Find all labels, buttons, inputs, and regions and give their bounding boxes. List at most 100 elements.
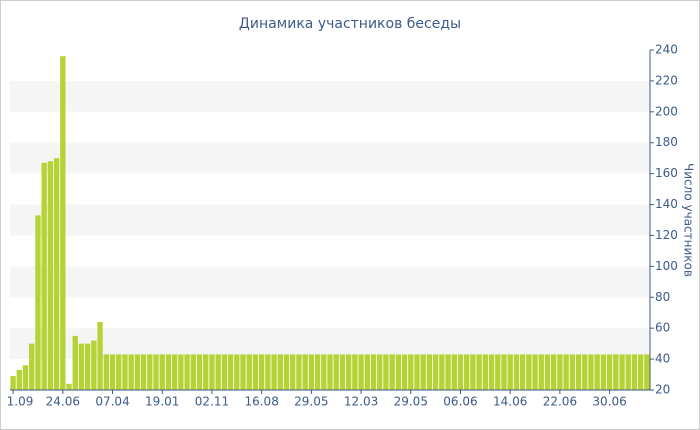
- bar: [501, 354, 507, 390]
- bar: [122, 354, 128, 390]
- bar: [47, 161, 54, 390]
- bar: [488, 354, 495, 390]
- chart-title: Динамика участников беседы: [239, 16, 461, 32]
- bar: [594, 354, 600, 390]
- bar: [377, 354, 383, 390]
- y-tick-label: 220: [655, 73, 678, 87]
- y-tick-label: 140: [655, 197, 678, 211]
- x-tick-label: 06.06: [443, 395, 477, 409]
- bar: [165, 354, 172, 390]
- bar: [35, 215, 41, 390]
- y-tick-label: 80: [655, 290, 670, 304]
- y-tick-label: 160: [655, 166, 678, 180]
- bar: [495, 354, 501, 390]
- bar: [215, 354, 221, 390]
- bar: [240, 354, 246, 390]
- bar: [613, 354, 619, 390]
- x-tick-label: 07.04: [95, 395, 129, 409]
- x-tick-label: 19.01: [145, 395, 179, 409]
- x-tick-label: 1.09: [7, 395, 34, 409]
- bar: [53, 158, 60, 390]
- bar: [327, 354, 333, 390]
- bar: [128, 354, 134, 390]
- bar: [420, 354, 426, 390]
- x-tick-label: 30.06: [592, 395, 626, 409]
- bar: [588, 354, 594, 390]
- bar: [29, 343, 35, 390]
- bar: [252, 354, 259, 390]
- bar: [277, 354, 283, 390]
- bar: [470, 354, 476, 390]
- grid-band: [10, 80, 650, 112]
- bar: [97, 322, 103, 390]
- bar: [619, 354, 625, 390]
- bar: [308, 354, 315, 390]
- y-tick-label: 20: [655, 383, 670, 397]
- bar: [16, 369, 22, 390]
- bar: [482, 354, 489, 390]
- bar: [532, 354, 538, 390]
- bar: [321, 354, 327, 390]
- bar: [314, 354, 321, 390]
- y-axis-title: Число участников: [682, 163, 696, 277]
- y-tick-label: 100: [655, 259, 678, 273]
- grid-band: [10, 328, 650, 360]
- bar: [364, 354, 370, 390]
- bar: [631, 354, 638, 390]
- bar: [544, 354, 551, 390]
- y-tick-label: 40: [655, 352, 670, 366]
- bar: [290, 354, 296, 390]
- bar: [234, 354, 240, 390]
- bar: [600, 354, 607, 390]
- grid-band: [10, 204, 650, 236]
- bar: [526, 354, 532, 390]
- x-tick-label: 16.08: [244, 395, 278, 409]
- bar: [582, 354, 588, 390]
- bar: [227, 354, 234, 390]
- bar: [91, 340, 97, 390]
- bar: [246, 354, 252, 390]
- bar: [196, 354, 203, 390]
- bar: [271, 354, 277, 390]
- bar: [519, 354, 526, 390]
- bar: [302, 354, 308, 390]
- bar: [551, 354, 557, 390]
- bar: [22, 365, 29, 390]
- x-tick-label: 14.06: [493, 395, 527, 409]
- bar: [451, 354, 457, 390]
- bar: [538, 354, 544, 390]
- y-tick-label: 120: [655, 228, 678, 242]
- bar: [432, 354, 439, 390]
- bar: [78, 343, 85, 390]
- y-tick-label: 60: [655, 321, 670, 335]
- bar: [358, 354, 364, 390]
- bar: [333, 354, 339, 390]
- bar: [159, 354, 165, 390]
- grid-band: [10, 266, 650, 298]
- bar: [203, 354, 209, 390]
- bar: [258, 354, 265, 390]
- bar: [66, 383, 72, 390]
- bar: [134, 354, 141, 390]
- bar: [72, 335, 78, 390]
- bar: [265, 354, 271, 390]
- bar: [606, 354, 613, 390]
- bar: [60, 56, 66, 390]
- bar: [625, 354, 631, 390]
- bar: [352, 354, 358, 390]
- bar: [184, 354, 190, 390]
- bar: [103, 354, 109, 390]
- y-tick-label: 200: [655, 104, 678, 118]
- bar: [147, 354, 153, 390]
- bar: [557, 354, 563, 390]
- bar: [457, 354, 464, 390]
- bar: [283, 354, 290, 390]
- bar: [575, 354, 582, 390]
- bar: [140, 354, 147, 390]
- bar: [513, 354, 520, 390]
- bar: [395, 354, 402, 390]
- grid-band: [10, 142, 650, 174]
- bar: [638, 354, 644, 390]
- bar: [426, 354, 433, 390]
